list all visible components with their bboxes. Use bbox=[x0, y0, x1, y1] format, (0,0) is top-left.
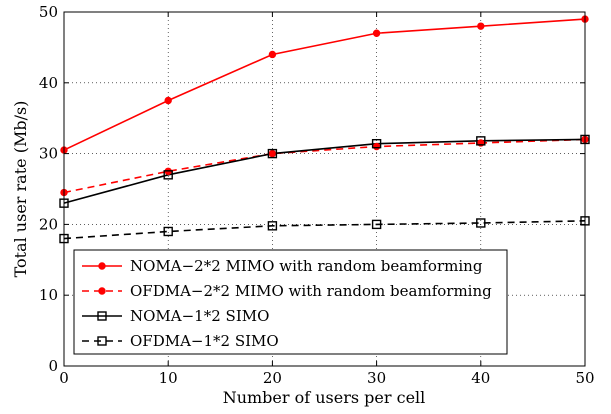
y-tick-label: 40 bbox=[39, 74, 58, 92]
data-point-s1 bbox=[372, 29, 381, 37]
x-tick-label: 50 bbox=[575, 369, 594, 387]
data-point-s3 bbox=[267, 148, 278, 159]
x-tick-label: 20 bbox=[263, 369, 282, 387]
y-tick-label: 50 bbox=[39, 3, 58, 21]
data-point-s3 bbox=[476, 136, 486, 146]
legend-box bbox=[73, 249, 508, 355]
legend-marker-4 bbox=[97, 336, 107, 346]
x-tick-label: 0 bbox=[59, 369, 69, 387]
y-axis-label: Total user rate (Mb/s) bbox=[11, 101, 30, 278]
series-line-1 bbox=[63, 18, 586, 151]
data-point-s4 bbox=[267, 221, 278, 231]
plot-frame bbox=[63, 11, 586, 367]
legend-label: OFDMA−2*2 MIMO with random beamforming bbox=[130, 282, 492, 300]
x-tick-label: 30 bbox=[367, 369, 386, 387]
legend: NOMA−2*2 MIMO with random beamforming OFD… bbox=[73, 249, 508, 355]
series-line-2 bbox=[63, 138, 586, 194]
data-point-s2 bbox=[372, 142, 381, 151]
data-point-s1 bbox=[164, 96, 172, 105]
y-tick-label: 30 bbox=[39, 145, 58, 163]
y-tick-label: 10 bbox=[39, 286, 58, 304]
data-point-s3 bbox=[371, 138, 382, 149]
y-tick-label: 0 bbox=[48, 357, 58, 375]
x-tick-label: 10 bbox=[159, 369, 178, 387]
data-point-s4 bbox=[371, 219, 382, 230]
legend-label: NOMA−2*2 MIMO with random beamforming bbox=[130, 257, 483, 275]
legend-marker-3 bbox=[97, 311, 107, 321]
legend-marker-2 bbox=[98, 287, 106, 295]
series-lines bbox=[63, 18, 586, 240]
y-tick-label: 20 bbox=[39, 215, 58, 233]
x-tick-label: 40 bbox=[471, 369, 490, 387]
data-point-s3 bbox=[163, 170, 173, 180]
data-point-s4 bbox=[476, 218, 486, 228]
axis-ticks: 0 10 20 30 40 50 0 10 20 30 40 50 bbox=[39, 3, 595, 387]
data-point-s2 bbox=[268, 149, 277, 158]
legend-label: NOMA−1*2 SIMO bbox=[130, 307, 269, 325]
data-point-s4 bbox=[163, 226, 173, 237]
legend-label: OFDMA−1*2 SIMO bbox=[130, 332, 279, 350]
data-point-s1 bbox=[268, 50, 277, 59]
series-line-3 bbox=[63, 138, 586, 204]
data-point-s1 bbox=[477, 22, 485, 30]
legend-marker-1 bbox=[98, 262, 106, 270]
x-axis-label: Number of users per cell bbox=[223, 388, 426, 407]
series-line-4 bbox=[63, 220, 586, 240]
